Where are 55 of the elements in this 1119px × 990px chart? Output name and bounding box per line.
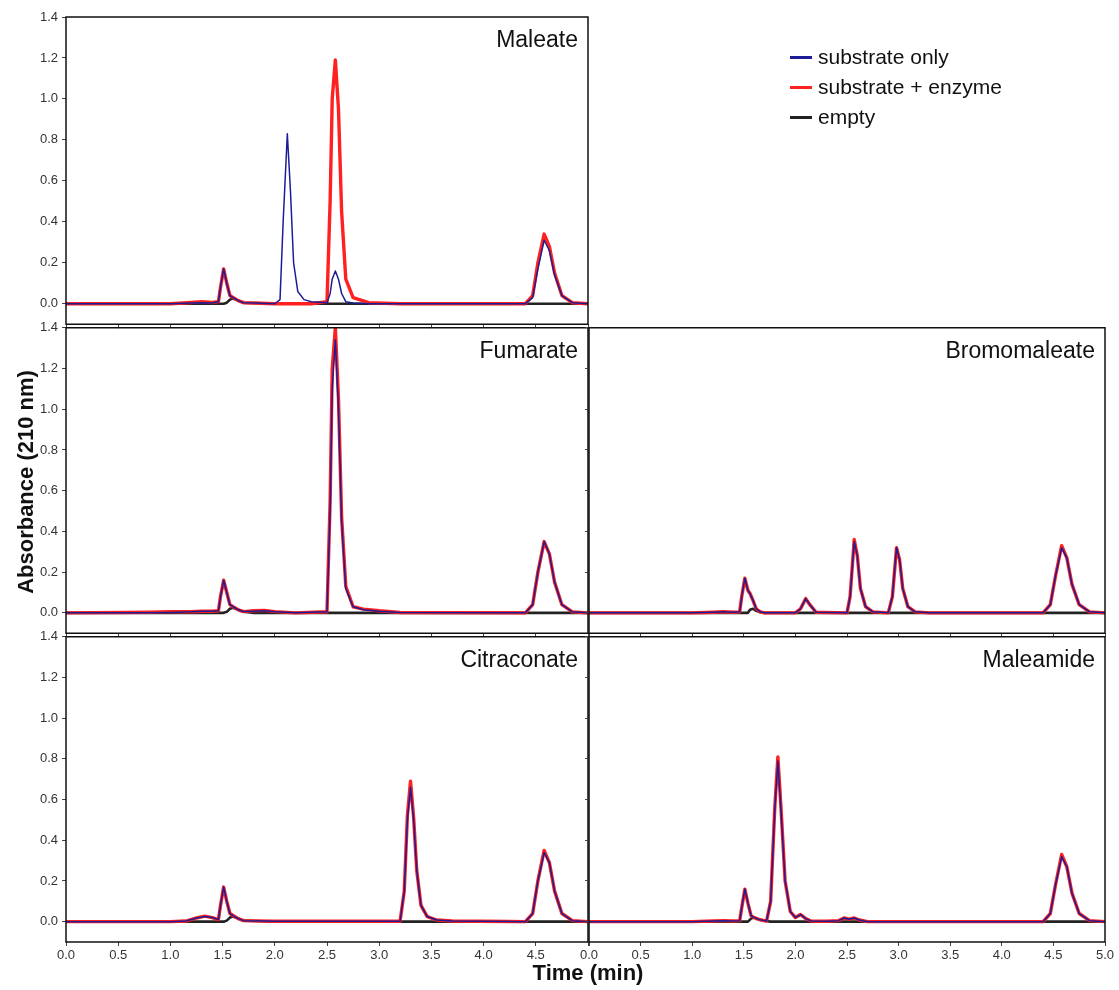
x-tick-label: 3.0: [889, 947, 908, 963]
y-tick-label: 1.0: [39, 709, 58, 725]
y-tick-label: 0.0: [39, 604, 58, 620]
x-tick-label: 0.5: [109, 947, 128, 963]
y-tick-label: 0.4: [39, 522, 58, 538]
x-tick-label: 1.5: [734, 947, 753, 963]
y-tick-label: 1.0: [39, 400, 58, 416]
y-tick-label: 0.0: [39, 913, 58, 929]
x-tick-label: 4.5: [526, 947, 545, 963]
y-tick-label: 1.4: [39, 628, 58, 644]
x-tick-label: 2.0: [265, 947, 284, 963]
y-tick-label: 1.2: [39, 669, 58, 685]
y-tick-label: 1.0: [39, 90, 58, 106]
y-tick-label: 0.6: [39, 172, 58, 188]
x-tick-label: 1.0: [161, 947, 180, 963]
chart-title: Fumarate: [479, 336, 578, 363]
chart-title: Citraconate: [460, 645, 578, 672]
chart-title: Bromomaleate: [945, 336, 1095, 363]
y-tick-label: 0.6: [39, 791, 58, 807]
x-tick-label: 4.5: [1044, 947, 1063, 963]
legend-label: substrate + enzyme: [818, 74, 1002, 100]
chart-title: Maleamide: [982, 645, 1095, 672]
y-tick-label: 0.2: [39, 563, 58, 579]
x-tick-label: 0.0: [56, 947, 76, 963]
x-tick-label: 1.5: [213, 947, 232, 963]
y-tick-label: 0.8: [39, 131, 58, 147]
x-tick-label: 0.5: [631, 947, 650, 963]
x-tick-label: 2.0: [786, 947, 805, 963]
y-tick-label: 0.0: [39, 295, 58, 311]
legend-label: empty: [818, 104, 876, 130]
y-tick-label: 0.8: [39, 750, 58, 766]
x-tick-label: 5.0: [1095, 947, 1115, 963]
x-tick-label: 2.5: [837, 947, 857, 963]
x-tick-label: 4.0: [474, 947, 493, 963]
y-tick-label: 1.2: [39, 360, 58, 376]
x-tick-label: 3.5: [422, 947, 441, 963]
y-tick-label: 1.4: [39, 319, 58, 335]
y-tick-label: 0.2: [39, 872, 58, 888]
y-tick-label: 0.8: [39, 441, 58, 457]
x-tick-label: 4.0: [992, 947, 1011, 963]
y-tick-label: 1.2: [39, 49, 58, 65]
x-tick-label: 0.0: [580, 947, 599, 963]
x-tick-label: 3.0: [370, 947, 389, 963]
legend-label: substrate only: [818, 44, 949, 70]
x-tick-label: 1.0: [683, 947, 702, 963]
y-axis-title: Absorbance (210 nm): [13, 370, 39, 594]
chart-title: Maleate: [496, 25, 578, 52]
x-tick-label: 2.5: [317, 947, 337, 963]
y-tick-label: 0.4: [39, 831, 58, 847]
y-tick-label: 1.4: [39, 8, 58, 24]
x-axis-title: Time (min): [532, 960, 644, 986]
y-tick-label: 0.2: [39, 254, 58, 270]
y-tick-label: 0.4: [39, 213, 58, 229]
x-tick-label: 3.5: [941, 947, 960, 963]
y-tick-label: 0.6: [39, 482, 58, 498]
